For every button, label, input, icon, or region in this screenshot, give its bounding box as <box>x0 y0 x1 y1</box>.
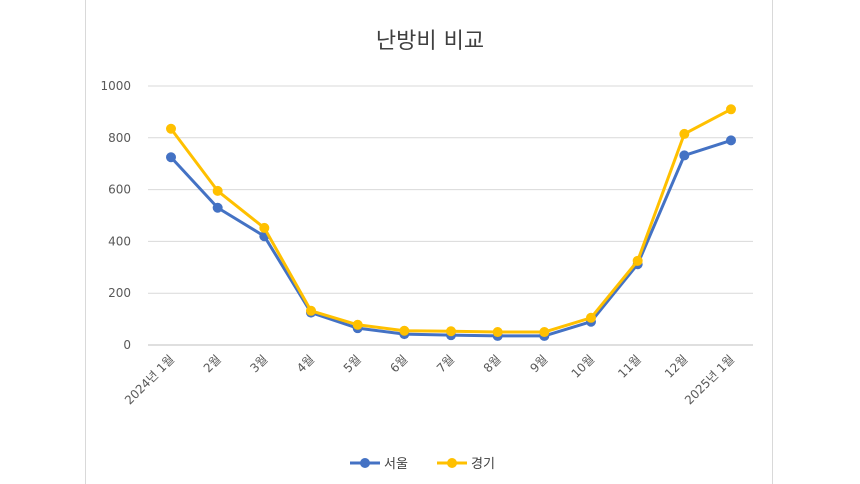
data-point <box>306 305 316 316</box>
legend-label: 경기 <box>471 457 495 472</box>
data-point <box>259 222 270 233</box>
data-point <box>679 128 690 139</box>
legend-item: 경기 <box>437 457 495 472</box>
data-point <box>166 123 176 134</box>
data-point <box>212 202 223 213</box>
y-tick-label: 400 <box>108 234 131 248</box>
chart-frame <box>85 0 773 484</box>
data-point <box>212 185 223 196</box>
x-tick-label: 7월 <box>434 352 457 375</box>
legend-marker <box>447 458 457 468</box>
x-tick-label: 8월 <box>481 352 504 375</box>
y-tick-label: 1000 <box>100 79 131 93</box>
legend-marker <box>360 458 370 468</box>
data-point <box>726 135 736 146</box>
plot-area <box>166 104 736 341</box>
x-tick-label: 11월 <box>615 352 644 381</box>
y-tick-label: 800 <box>108 131 131 145</box>
series-1 <box>166 135 736 341</box>
x-tick-label: 5월 <box>341 352 364 375</box>
y-tick-label: 0 <box>123 338 131 352</box>
data-point <box>539 327 550 338</box>
x-tick-label: 4월 <box>294 352 317 375</box>
data-point <box>492 327 503 338</box>
x-tick-label: 2025년 1월 <box>682 352 737 407</box>
grid <box>148 85 753 346</box>
chart-title: 난방비 비교 <box>376 29 484 54</box>
y-axis: 0 200 400 600 800 1000 <box>100 79 131 352</box>
x-tick-label: 2024년 1월 <box>122 352 177 407</box>
x-tick-label: 9월 <box>527 352 550 375</box>
series-2 <box>166 104 736 338</box>
data-point <box>632 255 643 266</box>
legend: 서울 경기 <box>350 457 495 472</box>
data-point <box>586 312 596 323</box>
x-tick-label: 6월 <box>387 352 410 375</box>
data-point <box>679 150 690 161</box>
x-tick-label: 12월 <box>662 352 691 381</box>
legend-item: 서울 <box>350 457 408 472</box>
data-point <box>352 319 363 330</box>
data-point <box>399 325 410 336</box>
data-point <box>726 104 736 115</box>
data-point <box>446 326 456 337</box>
legend-label: 서울 <box>384 457 408 472</box>
x-tick-label: 10월 <box>569 352 598 381</box>
series-line <box>169 107 732 334</box>
y-tick-label: 200 <box>108 286 131 300</box>
data-point <box>166 152 176 163</box>
x-tick-label: 3월 <box>247 352 270 375</box>
x-tick-label: 2월 <box>201 352 224 375</box>
y-tick-label: 600 <box>108 183 131 197</box>
